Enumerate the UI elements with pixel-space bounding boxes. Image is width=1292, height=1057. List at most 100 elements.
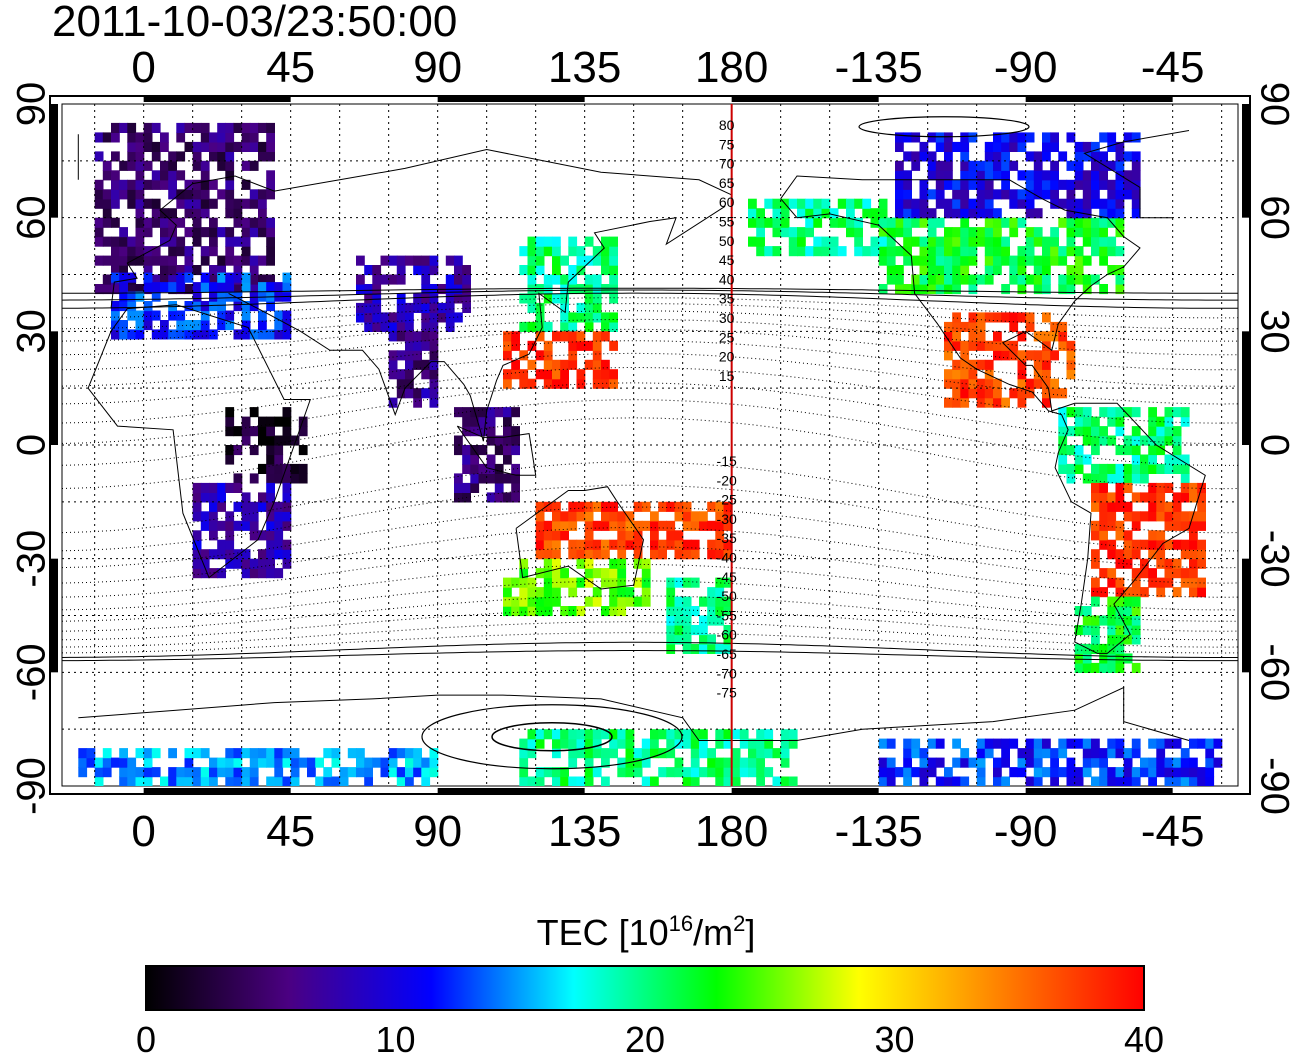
tec-region-antarctica-west [878,738,1223,786]
lon-tick-bottom: -135 [835,807,923,856]
tec-region-antarctica-east [519,729,798,786]
dip-contour [62,399,1238,466]
dip-label: 20 [719,349,735,365]
dip-contour [62,609,1238,641]
tec-data-layer [78,122,1223,786]
lat-tick-right: -30 [1252,530,1292,588]
dip-contour [62,527,1238,584]
colorbar-title-suffix: ] [745,912,755,953]
lon-tick-bottom: 45 [266,807,315,856]
colorbar-title: TEC [1016/m2] [537,911,756,953]
dip-label: -25 [717,492,737,508]
dip-contour [62,297,1238,319]
scale-bar-top [731,96,879,102]
lon-tick-top: 0 [131,43,155,92]
dip-label: 60 [719,194,735,210]
lat-tick-right: 60 [1252,195,1292,240]
lon-tick-bottom: -90 [994,807,1058,856]
scale-bar-bottom [731,788,879,794]
scale-bar-right [1242,331,1250,445]
latitude-ticks-left: 90 60 30 0 -30 -60 -90 [10,82,54,815]
tec-region-south-china [503,331,618,389]
dip-label: 75 [719,136,735,152]
dip-contour [62,484,1238,552]
colorbar-tick-label: 40 [1124,1019,1164,1057]
dip-contour [62,632,1238,654]
dip-pole-north [858,116,1030,138]
scale-bar-right [1242,558,1250,673]
lon-tick-top: -90 [994,43,1058,92]
dip-contour [62,382,1238,445]
scale-bar-left [50,331,58,445]
frame-scale-bars [50,96,1250,794]
dip-label: 40 [719,271,735,287]
coastline-3 [515,486,645,590]
coastline-0 [87,304,312,579]
dip-label: 50 [719,233,735,249]
tec-region-north-america [878,217,1125,295]
lon-tick-bottom: 0 [131,807,155,856]
longitude-ticks-bottom: 0 45 90 135 180 -135 -90 -45 [131,807,1204,856]
lon-tick-top: -45 [1141,43,1205,92]
dip-contour [62,340,1238,387]
dip-label: -40 [717,550,737,566]
lon-tick-bottom: 90 [413,807,462,856]
lat-tick-left: 0 [10,434,54,456]
lat-tick-left: 60 [10,195,54,240]
colorbar-title-exponent: 16 [669,911,693,936]
scale-bar-bottom [437,788,585,794]
dip-label: -60 [717,627,737,643]
colorbar-tick-label: 30 [874,1019,914,1057]
lat-tick-right: 90 [1252,82,1292,127]
tec-region-south-america-north [1058,407,1190,484]
lon-tick-bottom: 180 [695,807,768,856]
dip-contour [62,641,1238,658]
lat-tick-left: -30 [10,530,54,588]
dip-contour [62,506,1238,569]
tec-region-south-america [1091,482,1206,598]
dip-contour [62,546,1238,598]
dip-contour [62,303,1238,330]
lat-tick-left: 90 [10,82,54,127]
latitude-ticks-right: 90 60 30 0 -30 -60 -90 [1252,82,1292,815]
dip-label: -30 [717,511,737,527]
colorbar-tick-label: 20 [625,1019,665,1057]
dip-label: 30 [719,310,735,326]
dip-contour [62,310,1238,342]
dip-label: -55 [717,607,737,623]
colorbar-title-prefix: TEC [10 [537,912,669,953]
tec-region-africa-south [192,482,292,579]
dip-label: 65 [719,175,735,191]
lat-tick-left: -60 [10,643,54,701]
scale-bar-bottom [1025,788,1173,794]
dip-pole-south-outer [421,704,683,770]
graticule-grid [62,104,1238,786]
dip-label: 15 [719,368,735,384]
lon-tick-top: 180 [695,43,768,92]
tec-region-new-zealand [666,577,733,654]
dip-contour [62,563,1238,611]
dip-pole-south-inner [491,721,613,752]
tec-region-india [388,331,439,408]
coastline-7 [78,686,1190,741]
map-timestamp: 2011-10-03/23:50:00 [52,0,457,46]
dip-label: -45 [717,569,737,585]
dip-contour [62,289,1238,301]
dip-contour [62,318,1238,356]
dip-contour [62,292,1238,309]
lon-tick-top: -135 [835,43,923,92]
scale-bar-bottom [143,788,291,794]
lat-tick-left: -90 [10,757,54,815]
dip-label: -75 [717,685,737,701]
dip-label: -15 [717,453,737,469]
lat-tick-right: -90 [1252,757,1292,815]
scale-bar-top [143,96,291,102]
tec-region-east-asia [519,236,618,332]
scale-bar-top [437,96,585,102]
dip-label: 80 [719,117,735,133]
coastline-4 [456,425,537,476]
dip-label: -70 [717,665,737,681]
colorbar-title-exponent2: 2 [733,911,745,936]
tec-region-australia-south [503,558,651,617]
